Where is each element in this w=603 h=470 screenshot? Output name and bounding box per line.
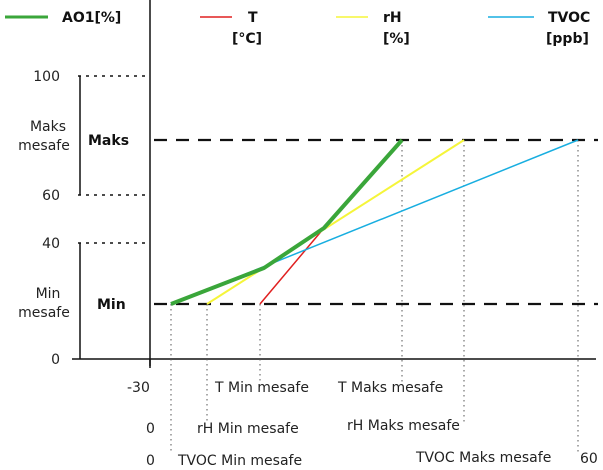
- legend-tvoc-unit: [ppb]: [546, 31, 589, 47]
- projection-lines: [170, 140, 579, 452]
- legend-rh-unit: [%]: [383, 31, 410, 47]
- min-band-label-line2: mesafe: [18, 305, 70, 321]
- y-tick-60: 60: [42, 188, 60, 204]
- maks-band-label-line2: mesafe: [18, 138, 70, 154]
- t-min-label: T Min mesafe: [214, 380, 309, 396]
- maks-line-label: Maks: [88, 133, 129, 149]
- x-row1-start: -30: [127, 380, 150, 396]
- x-row3-start: 0: [146, 453, 155, 469]
- y-tick-0: 0: [51, 352, 60, 368]
- legend-rh-label: rH: [383, 10, 402, 26]
- y-tick-40: 40: [42, 236, 60, 252]
- tvoc-min-label: TVOC Min mesafe: [177, 453, 302, 469]
- legend-ao1-label: AO1[%]: [62, 10, 121, 26]
- y-tick-100: 100: [33, 69, 60, 85]
- rh-min-label: rH Min mesafe: [197, 421, 299, 437]
- maks-band-label-line1: Maks: [30, 119, 66, 135]
- min-line-label: Min: [97, 297, 126, 313]
- legend: AO1[%] T [°C] rH [%] TVOC [ppb]: [5, 10, 590, 47]
- tvoc-max-label: TVOC Maks mesafe: [415, 450, 551, 466]
- x-row2-start: 0: [146, 421, 155, 437]
- x-row3-end: 60: [580, 451, 598, 467]
- rh-max-label: rH Maks mesafe: [347, 418, 460, 434]
- t-max-label: T Maks mesafe: [337, 380, 443, 396]
- rh-series-line: [206, 139, 465, 305]
- legend-t-unit: [°C]: [232, 31, 262, 47]
- ao1-output-line: [170, 138, 404, 306]
- legend-t-label: T: [248, 10, 258, 26]
- min-band-label-line1: Min: [36, 286, 61, 302]
- legend-tvoc-label: TVOC: [548, 10, 590, 26]
